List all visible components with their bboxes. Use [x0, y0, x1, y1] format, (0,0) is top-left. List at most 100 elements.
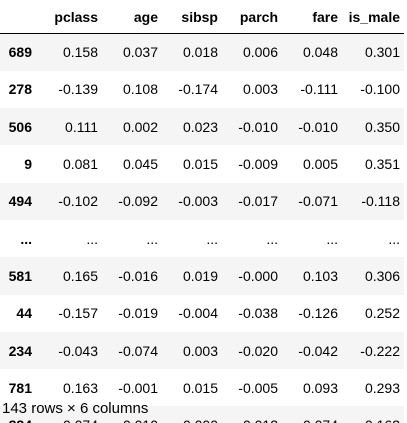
table-cell: -0.009 [238, 156, 278, 173]
table-cell: 0.005 [302, 156, 338, 173]
index-header [0, 0, 42, 34]
table-row: 581 0.165 -0.016 0.019 -0.000 0.103 0.30… [0, 257, 404, 295]
table-cell: -0.222 [360, 342, 400, 359]
table-cell: 0.093 [302, 379, 338, 396]
table-cell: 0.350 [364, 118, 400, 135]
table-cell: -0.000 [162, 406, 222, 423]
table-cell: 0.048 [302, 44, 338, 61]
row-index: 506 [8, 118, 32, 135]
table-cell: -0.074 [42, 406, 102, 423]
table-cell: 0.018 [182, 44, 218, 61]
table-cell: ... [86, 230, 98, 247]
table-cell: 0.293 [364, 379, 400, 396]
table-cell: -0.139 [58, 81, 98, 98]
table-row: 506 0.111 0.002 0.023 -0.010 -0.010 0.35… [0, 108, 404, 146]
table-cell: 0.081 [62, 156, 98, 173]
table-cell: -0.071 [298, 193, 338, 210]
table-row: 9 0.081 0.045 0.015 -0.009 0.005 0.351 [0, 145, 404, 183]
column-header-fare: fare [282, 0, 342, 34]
table-cell: ... [388, 230, 400, 247]
row-index: 494 [8, 193, 32, 210]
table-cell: -0.074 [118, 342, 158, 359]
table-cell: -0.074 [282, 406, 342, 423]
column-header-pclass: pclass [42, 0, 102, 34]
table-cell: 0.163 [62, 379, 98, 396]
row-index: 781 [8, 379, 32, 396]
table-row: 494 -0.102 -0.092 -0.003 -0.017 -0.071 -… [0, 182, 404, 220]
row-index: 278 [8, 81, 32, 98]
table-body: 689 0.158 0.037 0.018 0.006 0.048 0.301 … [0, 33, 404, 423]
header-row: pclass age sibsp parch fare is_male [0, 0, 404, 34]
table-cell: 0.015 [182, 156, 218, 173]
table-cell: -0.019 [118, 305, 158, 322]
table-cell: -0.000 [238, 267, 278, 284]
table-cell: 0.003 [182, 342, 218, 359]
table-cell: 0.015 [182, 379, 218, 396]
table-cell: -0.038 [238, 305, 278, 322]
table-cell: 0.252 [364, 305, 400, 322]
column-header-sibsp: sibsp [162, 0, 222, 34]
row-index: 689 [8, 44, 32, 61]
table-cell: -0.042 [298, 342, 338, 359]
table-cell: -0.001 [118, 379, 158, 396]
column-header-age: age [102, 0, 162, 34]
table-shape-caption: 143 rows × 6 columns [2, 400, 149, 417]
table-cell: ... [146, 230, 158, 247]
table-cell: -0.010 [102, 406, 162, 423]
table-cell: ... [266, 230, 278, 247]
row-index: 44 [16, 305, 32, 322]
table-cell: -0.017 [238, 193, 278, 210]
table-cell: ... [206, 230, 218, 247]
table-cell: 0.111 [65, 118, 98, 135]
table-row-ellipsis: ... ... ... ... ... ... ... [0, 219, 404, 258]
table-cell: 0.301 [364, 44, 400, 61]
table-cell: 0.002 [122, 118, 158, 135]
table-row: 884 -0.074 -0.010 -0.000 -0.012 -0.074 -… [0, 406, 404, 423]
table-cell: 0.351 [364, 156, 400, 173]
table-cell: 0.158 [62, 44, 98, 61]
table-cell: 0.006 [242, 44, 278, 61]
table-cell: -0.020 [238, 342, 278, 359]
row-index: 234 [8, 342, 32, 359]
row-index: ... [20, 230, 32, 247]
table-cell: -0.005 [238, 379, 278, 396]
table-cell: -0.157 [58, 305, 98, 322]
table-row: 234 -0.043 -0.074 0.003 -0.020 -0.042 -0… [0, 331, 404, 370]
table-cell: 0.165 [62, 267, 98, 284]
table-cell: -0.004 [178, 305, 218, 322]
table-row: 44 -0.157 -0.019 -0.004 -0.038 -0.126 0.… [0, 294, 404, 332]
table-cell: -0.043 [58, 342, 98, 359]
table-cell: -0.126 [298, 305, 338, 322]
table-cell: 0.023 [182, 118, 218, 135]
row-index: 884 [0, 406, 42, 423]
table-cell: -0.111 [300, 81, 338, 98]
table-row: 689 0.158 0.037 0.018 0.006 0.048 0.301 [0, 33, 404, 71]
table-cell: -0.010 [238, 118, 278, 135]
table-cell: 0.037 [122, 44, 158, 61]
table-cell: 0.019 [182, 267, 218, 284]
table-header: pclass age sibsp parch fare is_male [0, 0, 404, 34]
table-cell: 0.306 [364, 267, 400, 284]
row-index: 9 [24, 156, 32, 173]
table-cell: -0.174 [178, 81, 218, 98]
table-cell: -0.010 [298, 118, 338, 135]
table-cell: 0.003 [242, 81, 278, 98]
table-cell: -0.102 [58, 193, 98, 210]
table-cell: -0.100 [360, 81, 400, 98]
table-cell: -0.003 [178, 193, 218, 210]
table-cell: 0.108 [122, 81, 158, 98]
table-cell: -0.012 [222, 406, 282, 423]
table-cell: ... [326, 230, 338, 247]
table-row: 781 0.163 -0.001 0.015 -0.005 0.093 0.29… [0, 369, 404, 407]
table-cell: -0.162 [342, 406, 404, 423]
table-cell: -0.118 [361, 193, 400, 210]
column-header-is-male: is_male [342, 0, 404, 34]
column-header-parch: parch [222, 0, 282, 34]
row-index: 581 [8, 267, 32, 284]
table-row: 278 -0.139 0.108 -0.174 0.003 -0.111 -0.… [0, 70, 404, 109]
table-cell: 0.103 [302, 267, 338, 284]
table-cell: 0.045 [122, 156, 158, 173]
table-cell: -0.016 [118, 267, 158, 284]
